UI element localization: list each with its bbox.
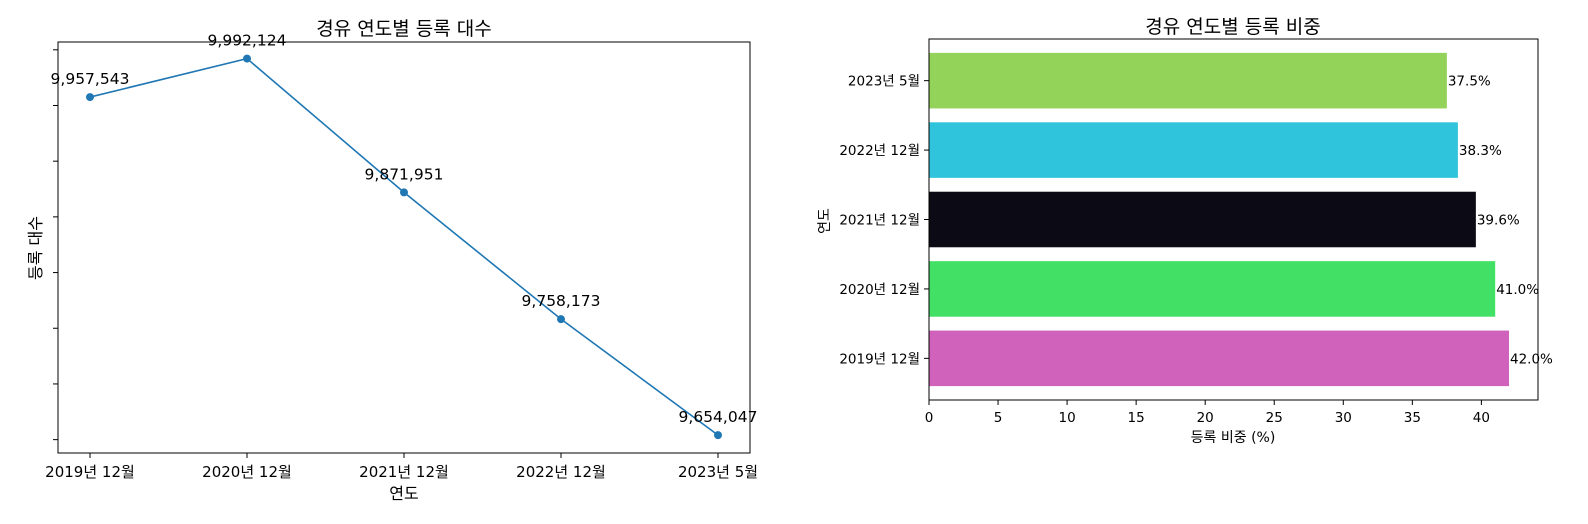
bar <box>929 261 1496 317</box>
bar-data-label: 39.6% <box>1477 213 1520 229</box>
line-x-tick-label: 2019년 12월 <box>45 463 135 481</box>
line-chart: 경유 연도별 등록 대수 2019년 12월 2020년 12월 2021년 12월… <box>26 18 758 503</box>
bar-y-tick-label: 2023년 5월 <box>848 74 920 90</box>
bar-y-tick-label: 2022년 12월 <box>839 143 920 159</box>
bar-data-label: 37.5% <box>1448 74 1491 90</box>
line-series <box>89 57 719 436</box>
bar-chart-bars <box>929 52 1509 387</box>
line-data-label: 9,957,543 <box>51 70 130 88</box>
bar-data-label: 42.0% <box>1510 351 1553 367</box>
bar <box>929 191 1476 248</box>
line-x-tick-label: 2020년 12월 <box>202 463 292 481</box>
bar <box>929 330 1509 387</box>
bar-x-tick-label: 0 <box>925 410 934 426</box>
bar-x-tick-label: 35 <box>1404 410 1421 426</box>
bar-chart-x-axis-label: 등록 비중 (%) <box>1191 430 1276 446</box>
line-data-point <box>714 431 722 440</box>
bar-data-label: 38.3% <box>1459 143 1502 159</box>
bar <box>929 122 1458 178</box>
bar <box>929 52 1447 109</box>
bar-chart: 경유 연도별 등록 비중 0 5 10 15 20 25 30 35 40 2019년 12월2… <box>817 16 1553 446</box>
bar-chart-x-ticks: 0 5 10 15 20 25 30 35 40 <box>925 400 1490 426</box>
bar-y-tick-label: 2020년 12월 <box>839 282 920 298</box>
line-chart-x-axis-label: 연도 <box>389 484 418 503</box>
bar-x-tick-label: 15 <box>1128 410 1145 426</box>
line-chart-points <box>86 54 722 440</box>
line-chart-x-ticks: 2019년 12월 2020년 12월 2021년 12월 2022년 12월 2023… <box>45 453 758 481</box>
line-data-point <box>243 54 251 63</box>
bar-x-tick-label: 5 <box>994 410 1003 426</box>
line-data-point <box>86 93 94 102</box>
line-chart-y-axis-label: 등록 대수 <box>26 216 45 280</box>
bar-chart-y-axis-label: 연도 <box>817 208 833 234</box>
bar-chart-title: 경유 연도별 등록 비중 <box>1145 16 1320 38</box>
line-chart-data-labels: 9,957,543 9,992,124 9,871,951 9,758,173 9,65… <box>51 32 758 427</box>
line-data-point <box>400 188 408 197</box>
bar-data-label: 41.0% <box>1496 282 1539 298</box>
bar-x-tick-label: 25 <box>1266 410 1283 426</box>
bar-x-tick-label: 30 <box>1335 410 1352 426</box>
line-chart-y-ticks <box>53 49 58 441</box>
line-data-label: 9,992,124 <box>208 32 287 50</box>
line-data-label: 9,871,951 <box>365 165 444 183</box>
bar-chart-y-ticks: 2019년 12월 2020년 12월 2021년 12월 2022년 12월 2023… <box>839 74 929 367</box>
line-chart-plot-frame <box>57 41 751 454</box>
line-data-label: 9,654,047 <box>679 408 758 426</box>
bar-x-tick-label: 40 <box>1473 410 1490 426</box>
line-chart-title: 경유 연도별 등록 대수 <box>316 18 491 40</box>
bar-x-tick-label: 20 <box>1197 410 1214 426</box>
line-x-tick-label: 2023년 5월 <box>678 463 758 481</box>
line-data-point <box>557 315 565 324</box>
bar-x-tick-label: 10 <box>1059 410 1076 426</box>
line-x-tick-label: 2022년 12월 <box>516 463 606 481</box>
bar-y-tick-label: 2019년 12월 <box>839 351 920 367</box>
line-data-label: 9,758,173 <box>522 292 601 310</box>
bar-chart-data-labels: 42.0% 41.0% 39.6% 38.3% 37.5% <box>1448 74 1553 368</box>
line-x-tick-label: 2021년 12월 <box>359 463 449 481</box>
bar-y-tick-label: 2021년 12월 <box>839 213 920 229</box>
